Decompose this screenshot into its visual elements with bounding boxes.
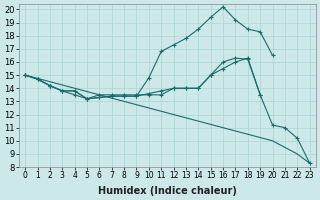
X-axis label: Humidex (Indice chaleur): Humidex (Indice chaleur) <box>98 186 237 196</box>
